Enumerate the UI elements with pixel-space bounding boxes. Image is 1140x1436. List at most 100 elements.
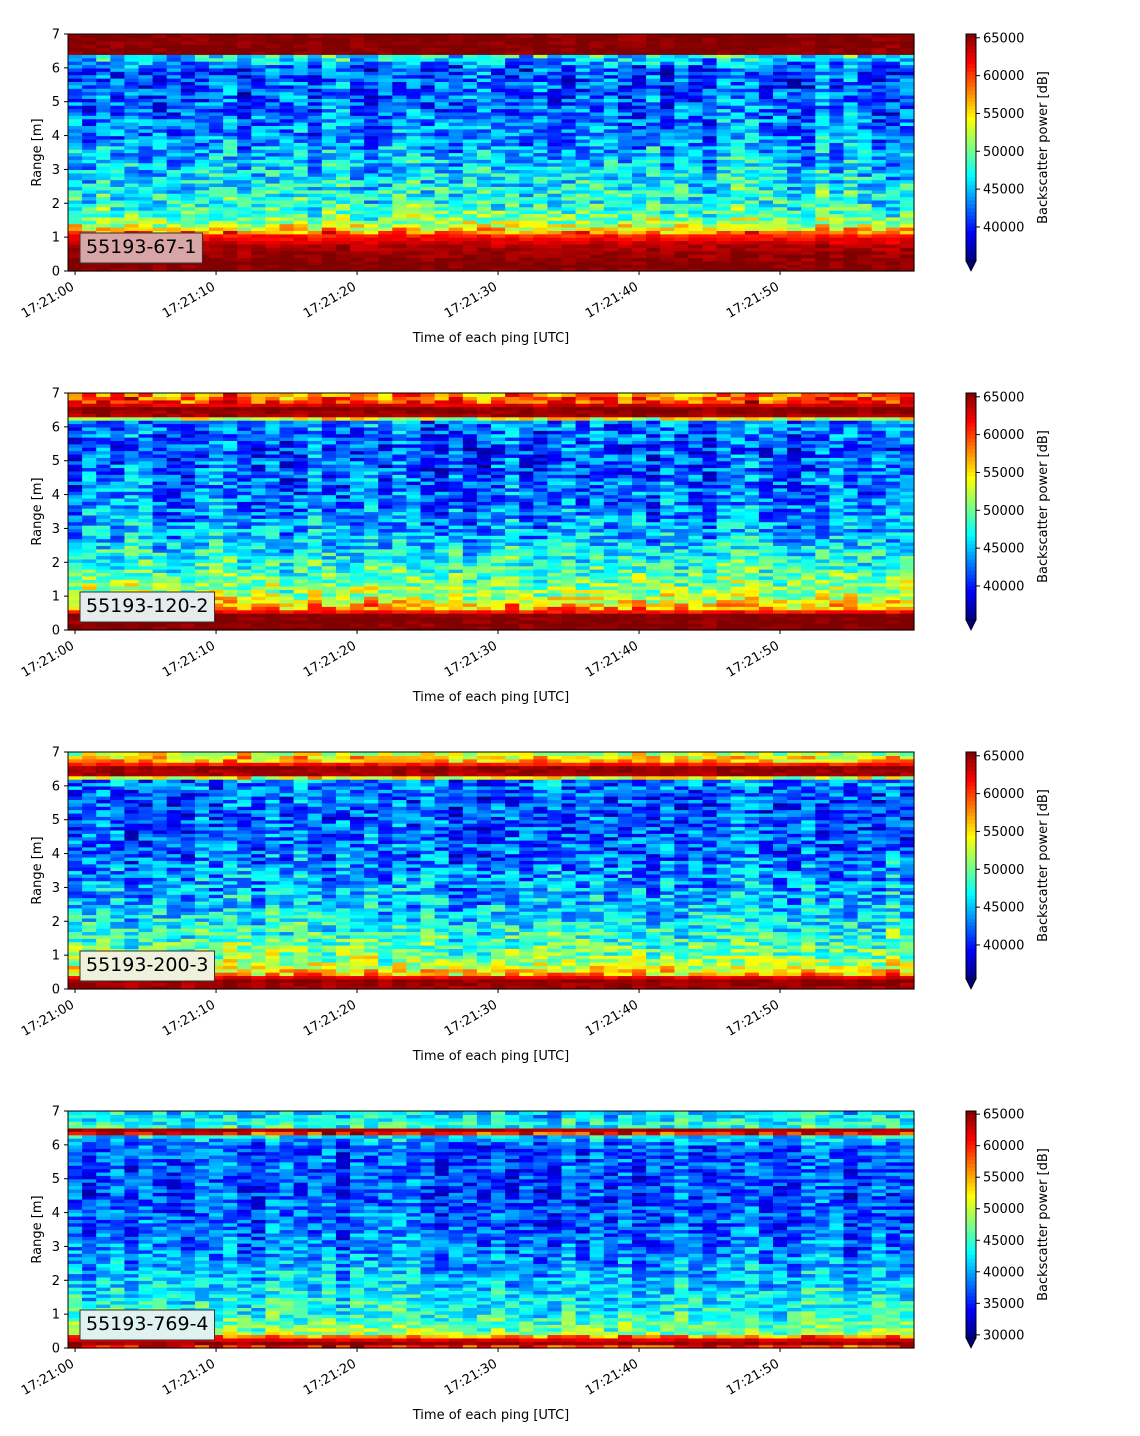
heatmap-cell (350, 50, 365, 55)
heatmap-cell (321, 179, 337, 184)
heatmap-cell (378, 71, 393, 76)
heatmap-cell (491, 50, 506, 55)
heatmap-cell (491, 216, 506, 221)
heatmap-cell (561, 247, 577, 252)
heatmap-cell (335, 599, 351, 604)
heatmap-cell (674, 602, 689, 607)
heatmap-cell (843, 149, 859, 154)
heatmap-cell (815, 98, 830, 103)
heatmap-cell (152, 267, 168, 272)
heatmap-cell (589, 179, 605, 184)
heatmap-cell (180, 78, 196, 82)
heatmap-cell (209, 216, 224, 221)
heatmap-cell (716, 159, 732, 164)
heatmap-cell (138, 213, 154, 218)
heatmap-cell (237, 74, 252, 79)
heatmap-cell (617, 196, 633, 201)
heatmap-cell (885, 74, 901, 79)
heatmap-cell (688, 220, 704, 225)
heatmap-cell (237, 111, 252, 116)
heatmap-cell (857, 71, 873, 76)
heatmap-cell (603, 189, 619, 194)
heatmap-cell (378, 125, 393, 130)
heatmap-cell (843, 196, 859, 201)
heatmap-cell (829, 213, 845, 218)
heatmap-cell (730, 264, 746, 269)
heatmap-cell (152, 264, 168, 269)
heatmap-cell (138, 132, 154, 137)
heatmap-cell (843, 159, 859, 164)
heatmap-cell (744, 626, 760, 631)
heatmap-cell (561, 132, 577, 137)
heatmap-cell (787, 623, 802, 628)
heatmap-cell (702, 122, 718, 127)
heatmap-cell (96, 122, 111, 127)
heatmap-cell (335, 250, 351, 255)
heatmap-cell (68, 233, 83, 238)
heatmap-cell (801, 159, 816, 164)
heatmap-cell (857, 220, 873, 225)
heatmap-cell (843, 199, 859, 204)
heatmap-cell (674, 616, 689, 621)
heatmap-cell (392, 230, 407, 235)
heatmap-cell (124, 155, 140, 160)
heatmap-cell (420, 84, 436, 89)
heatmap-cell (589, 108, 605, 113)
heatmap-cell (688, 206, 704, 211)
heatmap-cell (194, 226, 210, 231)
heatmap-cell (392, 111, 407, 116)
heatmap-cell (209, 182, 224, 187)
heatmap-cell (491, 247, 506, 252)
heatmap-cell (589, 206, 605, 211)
heatmap-cell (646, 623, 661, 628)
station-label-box (79, 232, 203, 264)
colorbar-tick-label: 60000 (983, 69, 1024, 84)
heatmap-cell (702, 250, 718, 255)
heatmap-cell (420, 602, 436, 607)
heatmap-cell (787, 105, 802, 110)
heatmap-cell (180, 122, 196, 127)
heatmap-cell (251, 88, 266, 93)
heatmap-cell (448, 264, 464, 269)
heatmap-cell (378, 189, 393, 194)
heatmap-cell (138, 122, 154, 127)
heatmap-cell (730, 193, 746, 198)
heatmap-cell (632, 257, 647, 262)
heatmap-cell (589, 226, 605, 231)
heatmap-cell (505, 50, 520, 55)
heatmap-cell (209, 619, 224, 624)
heatmap-cell (251, 210, 266, 215)
heatmap-cell (491, 206, 506, 211)
heatmap-cell (617, 152, 633, 157)
heatmap-cell (646, 94, 661, 99)
heatmap-cell (843, 176, 859, 181)
heatmap-cell (68, 122, 83, 127)
heatmap-cell (575, 186, 591, 191)
heatmap-cell (646, 254, 661, 259)
heatmap-cell (660, 162, 675, 167)
heatmap-cell (871, 230, 887, 235)
heatmap-cell (251, 78, 266, 82)
heatmap-cell (617, 74, 633, 79)
heatmap-cell (110, 71, 125, 76)
heatmap-cell (533, 111, 548, 116)
colorbar-swatch (966, 121, 976, 126)
heatmap-cell (871, 81, 887, 86)
heatmap-cell (787, 81, 802, 86)
heatmap-cell (392, 240, 407, 245)
heatmap-cell (688, 128, 704, 133)
heatmap-cell (138, 264, 154, 269)
heatmap-cell (758, 122, 774, 127)
heatmap-cell (152, 71, 168, 76)
heatmap-cell (350, 78, 365, 82)
heatmap-cell (617, 135, 633, 140)
heatmap-cell (730, 210, 746, 215)
heatmap-cell (335, 115, 351, 120)
heatmap-cell (688, 257, 704, 262)
heatmap-cell (279, 54, 295, 59)
heatmap-cell (787, 84, 802, 89)
heatmap-cell (716, 257, 732, 262)
heatmap-cell (209, 84, 224, 89)
heatmap-cell (448, 250, 464, 255)
heatmap-cell (660, 166, 675, 171)
